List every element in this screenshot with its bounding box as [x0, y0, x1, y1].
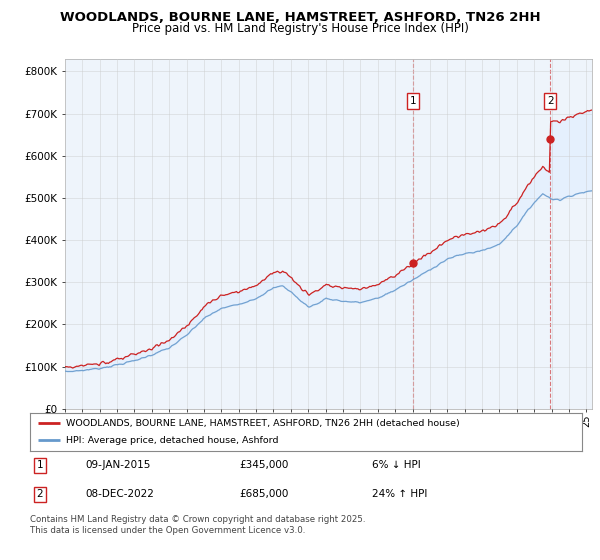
Text: Contains HM Land Registry data © Crown copyright and database right 2025.
This d: Contains HM Land Registry data © Crown c… — [30, 515, 365, 535]
Text: 1: 1 — [410, 96, 416, 106]
Text: WOODLANDS, BOURNE LANE, HAMSTREET, ASHFORD, TN26 2HH (detached house): WOODLANDS, BOURNE LANE, HAMSTREET, ASHFO… — [66, 418, 460, 427]
Text: 2: 2 — [547, 96, 554, 106]
Text: £685,000: £685,000 — [240, 489, 289, 500]
Text: 2: 2 — [37, 489, 43, 500]
Text: Price paid vs. HM Land Registry's House Price Index (HPI): Price paid vs. HM Land Registry's House … — [131, 22, 469, 35]
Text: 6% ↓ HPI: 6% ↓ HPI — [372, 460, 421, 470]
Text: £345,000: £345,000 — [240, 460, 289, 470]
Text: WOODLANDS, BOURNE LANE, HAMSTREET, ASHFORD, TN26 2HH: WOODLANDS, BOURNE LANE, HAMSTREET, ASHFO… — [59, 11, 541, 24]
Text: 09-JAN-2015: 09-JAN-2015 — [85, 460, 151, 470]
Text: 1: 1 — [37, 460, 43, 470]
Text: 24% ↑ HPI: 24% ↑ HPI — [372, 489, 428, 500]
Text: HPI: Average price, detached house, Ashford: HPI: Average price, detached house, Ashf… — [66, 436, 278, 445]
Text: 08-DEC-2022: 08-DEC-2022 — [85, 489, 154, 500]
